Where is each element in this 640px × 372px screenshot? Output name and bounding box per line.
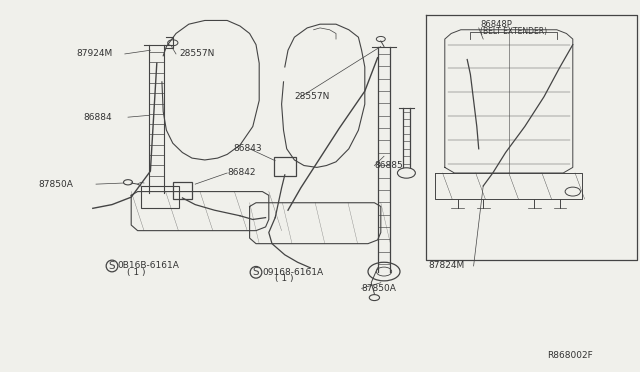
Text: 0B16B-6161A: 0B16B-6161A bbox=[117, 262, 179, 270]
Text: 86842: 86842 bbox=[227, 169, 256, 177]
Text: R868002F: R868002F bbox=[547, 351, 593, 360]
Text: 86885: 86885 bbox=[374, 161, 403, 170]
Text: 87824M: 87824M bbox=[429, 262, 465, 270]
Text: 09168-6161A: 09168-6161A bbox=[262, 268, 324, 277]
Text: S: S bbox=[109, 261, 115, 271]
Text: S: S bbox=[253, 267, 259, 277]
Text: 86884: 86884 bbox=[83, 113, 112, 122]
Text: ( 1 ): ( 1 ) bbox=[127, 268, 145, 277]
Text: (BELT EXTENDER): (BELT EXTENDER) bbox=[480, 27, 547, 36]
Text: 87850A: 87850A bbox=[38, 180, 73, 189]
Text: 28557N: 28557N bbox=[179, 49, 214, 58]
Text: 86843: 86843 bbox=[234, 144, 262, 153]
Text: 28557N: 28557N bbox=[294, 92, 330, 101]
Text: ( 1 ): ( 1 ) bbox=[275, 275, 294, 283]
Text: 87924M: 87924M bbox=[77, 49, 113, 58]
Text: 86848P: 86848P bbox=[480, 20, 512, 29]
Text: 87850A: 87850A bbox=[362, 284, 396, 293]
